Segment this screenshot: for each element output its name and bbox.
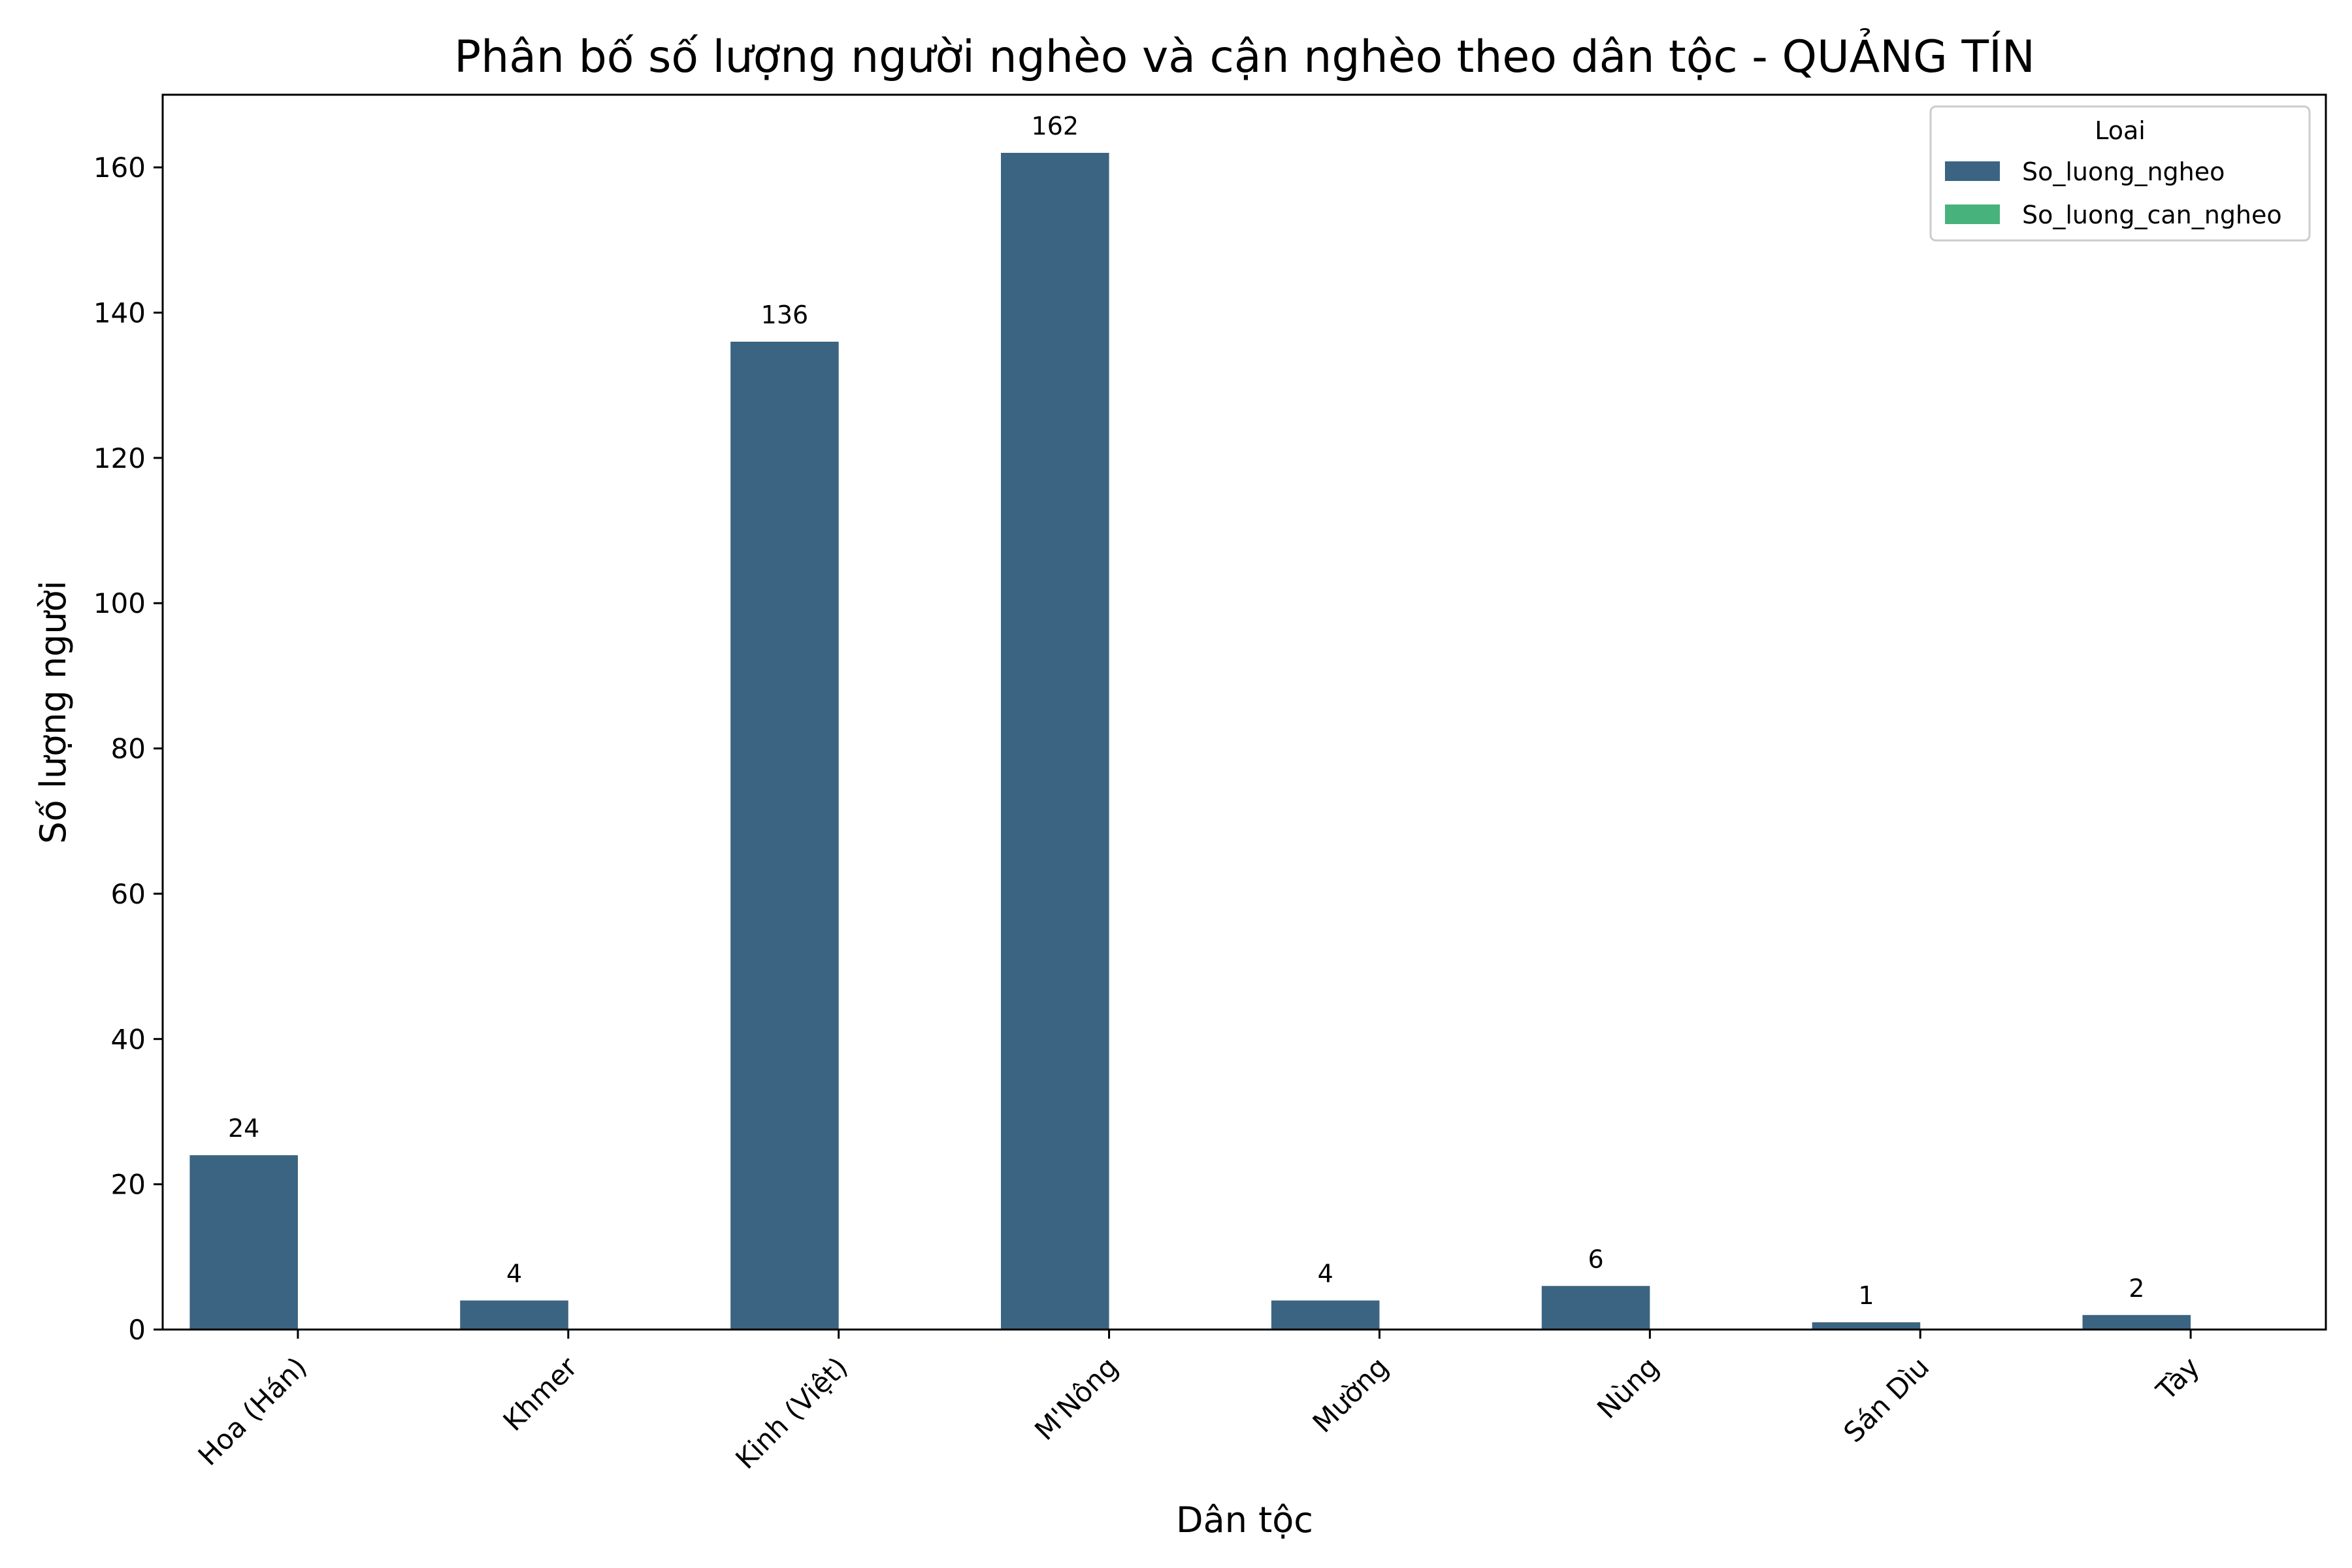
value-label-muong: 4 <box>1318 1260 1333 1288</box>
y-axis-label: Số lượng người <box>33 580 74 843</box>
legend-title: Loai <box>2095 116 2146 145</box>
value-label-m-nong: 162 <box>1032 112 1079 140</box>
bar-so-luong-ngheo-muong <box>1271 1300 1380 1330</box>
bar-so-luong-ngheo-tay <box>2082 1315 2191 1330</box>
x-tick-label-hoa-han: Hoa (Hán) <box>192 1350 313 1471</box>
bar-so-luong-ngheo-kinh-viet <box>730 342 839 1330</box>
y-tick-label: 20 <box>111 1169 146 1201</box>
value-labels: 24 4 136 162 4 6 1 2 <box>228 112 2144 1310</box>
x-tick-label-san-diu: Sán Dìu <box>1837 1350 1935 1448</box>
chart-title: Phân bố số lượng người nghèo và cận nghè… <box>454 27 2035 83</box>
x-tick-label-muong: Mường <box>1307 1350 1395 1439</box>
legend-box <box>1929 105 2311 242</box>
x-axis-label: Dân tộc <box>1176 1499 1313 1541</box>
x-tick-label-tay: Tày <box>2149 1350 2206 1407</box>
bar-so-luong-ngheo-hoa-han <box>189 1155 298 1330</box>
bar-so-luong-ngheo-khmer <box>460 1300 568 1330</box>
x-tick-label-khmer: Khmer <box>497 1350 584 1437</box>
y-tick-label: 60 <box>111 878 146 910</box>
y-tick-label: 40 <box>111 1023 146 1055</box>
bars <box>189 152 2191 1330</box>
value-label-san-diu: 1 <box>1858 1281 1874 1310</box>
value-label-tay: 2 <box>2129 1274 2144 1303</box>
y-tick-label: 100 <box>93 587 146 619</box>
y-axis-ticks: 0 20 40 60 80 100 120 140 160 <box>93 152 163 1346</box>
x-tick-label-kinh-viet: Kinh (Việt) <box>729 1350 853 1475</box>
legend: Loai So_luong_ngheo So_luong_can_ngheo <box>1929 105 2311 242</box>
value-label-khmer: 4 <box>506 1260 522 1288</box>
value-label-nung: 6 <box>1588 1245 1603 1273</box>
y-tick-label: 160 <box>93 152 146 184</box>
plot-frame <box>161 93 2327 1331</box>
y-tick-label: 140 <box>93 297 146 329</box>
y-tick-label: 120 <box>93 442 146 474</box>
legend-swatch-so-luong-ngheo <box>1945 161 2000 181</box>
bar-so-luong-ngheo-san-diu <box>1812 1322 1921 1330</box>
x-tick-label-m-nong: M'Nông <box>1028 1350 1124 1446</box>
legend-label-so-luong-can-ngheo: So_luong_can_ngheo <box>2022 201 2282 229</box>
bar-so-luong-ngheo-nung <box>1541 1286 1650 1330</box>
y-tick-label: 80 <box>111 733 146 765</box>
y-tick-label: 0 <box>128 1314 146 1346</box>
bar-so-luong-ngheo-m-nong <box>1001 152 1109 1330</box>
value-label-hoa-han: 24 <box>228 1114 259 1143</box>
legend-swatch-so-luong-can-ngheo <box>1945 204 2000 224</box>
x-axis-ticks: Hoa (Hán) Khmer Kinh (Việt) M'Nông Mường Nùng… <box>192 1330 2206 1475</box>
legend-label-so-luong-ngheo: So_luong_ngheo <box>2022 157 2225 186</box>
x-tick-label-nung: Nùng <box>1591 1350 1665 1424</box>
value-label-kinh-viet: 136 <box>761 301 809 329</box>
